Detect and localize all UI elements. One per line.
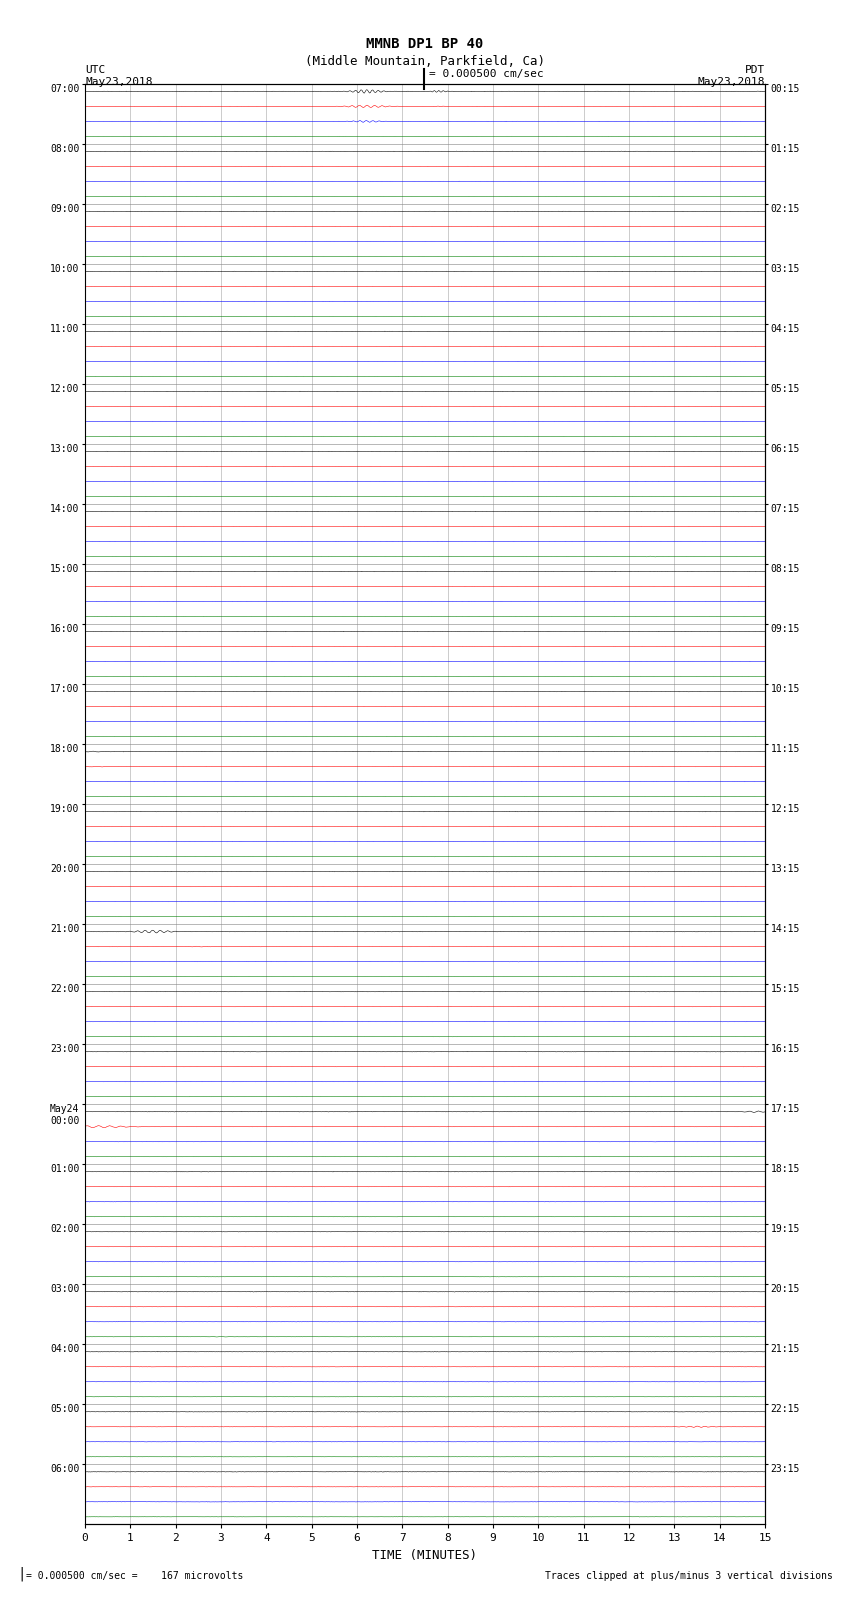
Text: = 0.000500 cm/sec: = 0.000500 cm/sec: [429, 69, 544, 79]
Text: May23,2018: May23,2018: [698, 77, 765, 87]
Text: Traces clipped at plus/minus 3 vertical divisions: Traces clipped at plus/minus 3 vertical …: [545, 1571, 833, 1581]
Text: (Middle Mountain, Parkfield, Ca): (Middle Mountain, Parkfield, Ca): [305, 55, 545, 68]
X-axis label: TIME (MINUTES): TIME (MINUTES): [372, 1548, 478, 1561]
Text: PDT: PDT: [745, 65, 765, 74]
Text: May23,2018: May23,2018: [85, 77, 152, 87]
Text: = 0.000500 cm/sec =    167 microvolts: = 0.000500 cm/sec = 167 microvolts: [26, 1571, 243, 1581]
Text: UTC: UTC: [85, 65, 105, 74]
Text: MMNB DP1 BP 40: MMNB DP1 BP 40: [366, 37, 484, 52]
Text: |: |: [17, 1566, 26, 1581]
